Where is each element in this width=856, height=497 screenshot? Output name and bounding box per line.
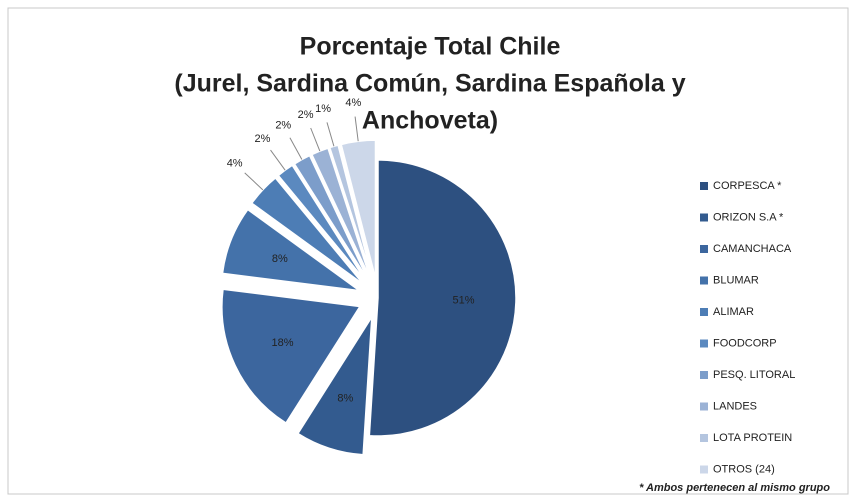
slice-label: 51% bbox=[453, 295, 475, 307]
legend-swatch bbox=[700, 213, 708, 222]
chart-title: Porcentaje Total Chile bbox=[300, 33, 561, 61]
pie-slice bbox=[221, 288, 362, 425]
legend-swatch bbox=[700, 308, 708, 316]
pie-slice bbox=[296, 316, 373, 456]
leader-line bbox=[354, 116, 359, 142]
slice-label: 4% bbox=[227, 157, 243, 169]
chart-title: (Jurel, Sardina Común, Sardina Española … bbox=[174, 70, 685, 98]
legend-label: ORIZON S.A * bbox=[713, 211, 784, 223]
legend-swatch bbox=[700, 371, 708, 379]
slice-label: 4% bbox=[345, 97, 361, 109]
pie-slice bbox=[293, 154, 370, 281]
legend-label: BLUMAR bbox=[713, 274, 759, 286]
pie-slice bbox=[368, 159, 517, 437]
leader-line bbox=[270, 149, 286, 171]
chart-title: Anchoveta) bbox=[362, 107, 498, 135]
legend-swatch bbox=[700, 182, 708, 190]
slice-label: 18% bbox=[271, 337, 293, 349]
leader-line bbox=[310, 127, 321, 152]
legend-swatch bbox=[700, 245, 708, 253]
legend-label: FOODCORP bbox=[713, 337, 777, 349]
legend-swatch bbox=[700, 276, 708, 285]
legend-swatch bbox=[700, 465, 708, 474]
pie-slice bbox=[340, 139, 377, 279]
legend-swatch bbox=[700, 402, 708, 411]
legend-label: LOTA PROTEIN bbox=[713, 432, 792, 444]
slice-label: 2% bbox=[298, 109, 314, 121]
legend-label: LANDES bbox=[713, 400, 757, 412]
legend-label: OTROS (24) bbox=[713, 463, 775, 475]
legend-label: CAMANCHACA bbox=[713, 243, 792, 255]
slice-label: 2% bbox=[275, 120, 291, 132]
legend-swatch bbox=[700, 434, 708, 442]
legend-label: CORPESCA * bbox=[713, 180, 782, 192]
leader-line bbox=[326, 122, 335, 147]
legend-label: ALIMAR bbox=[713, 306, 754, 318]
legend-swatch bbox=[700, 339, 708, 348]
leader-line bbox=[244, 172, 264, 191]
slice-label: 1% bbox=[315, 103, 331, 115]
slice-label: 2% bbox=[254, 133, 270, 145]
pie-slice bbox=[328, 144, 374, 280]
pie-slice bbox=[221, 208, 360, 292]
slice-label: 8% bbox=[337, 392, 353, 404]
slice-label: 8% bbox=[272, 253, 288, 265]
legend-label: PESQ. LITORAL bbox=[713, 369, 795, 381]
leader-line bbox=[289, 137, 303, 160]
annotation: * Ambos pertenecen al mismo grupo bbox=[639, 482, 830, 494]
